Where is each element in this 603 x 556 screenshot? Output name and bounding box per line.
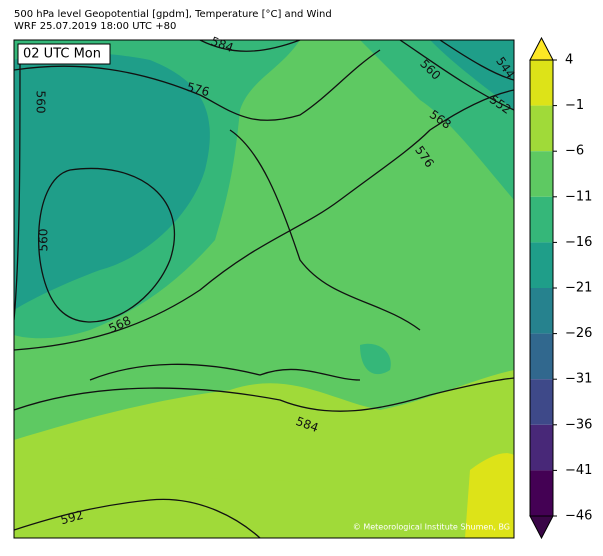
colorbar-band — [530, 242, 553, 288]
map — [14, 40, 514, 538]
colorbar-band — [530, 379, 553, 425]
colorbar-tick-label: −31 — [565, 372, 592, 387]
colorbar-band — [530, 424, 553, 471]
time-label: 02 UTC Mon — [23, 47, 101, 62]
colorbar-tick-label: −11 — [565, 189, 592, 204]
colorbar-band — [530, 151, 553, 197]
colorbar-band — [530, 196, 553, 243]
colorbar-band — [530, 470, 553, 516]
time-box — [17, 43, 111, 65]
subtitle: WRF 25.07.2019 18:00 UTC +80 — [14, 21, 176, 32]
colorbar-extend-bottom — [529, 515, 554, 540]
colorbar-band — [530, 288, 553, 334]
colorbar-tick-label: −1 — [565, 98, 584, 113]
colorbar-band — [530, 60, 553, 106]
colorbar-band — [530, 105, 553, 152]
contour-label: 560 — [34, 91, 48, 114]
colorbar-tick-label: 4 — [565, 53, 573, 68]
contour-label: 576 — [185, 80, 211, 99]
credit: © Meteorological Institute Shumen, BG — [353, 523, 510, 532]
colorbar-extend-top — [529, 36, 554, 61]
colorbar-tick-label: −41 — [565, 463, 592, 478]
title: 500 hPa level Geopotential [gpdm], Tempe… — [14, 9, 332, 20]
colorbar-tick-label: −6 — [565, 144, 584, 159]
colorbar-band — [530, 333, 553, 380]
colorbar-tick-label: −16 — [565, 235, 592, 250]
map-frame — [13, 39, 515, 539]
contour-label: 592 — [59, 508, 85, 527]
colorbar-tick-label: −21 — [565, 281, 592, 296]
colorbar-tick-label: −46 — [565, 509, 592, 524]
colorbar-tick-label: −36 — [565, 417, 592, 432]
colorbar-tick-label: −26 — [565, 326, 592, 341]
contour-label: 560 — [37, 229, 51, 252]
